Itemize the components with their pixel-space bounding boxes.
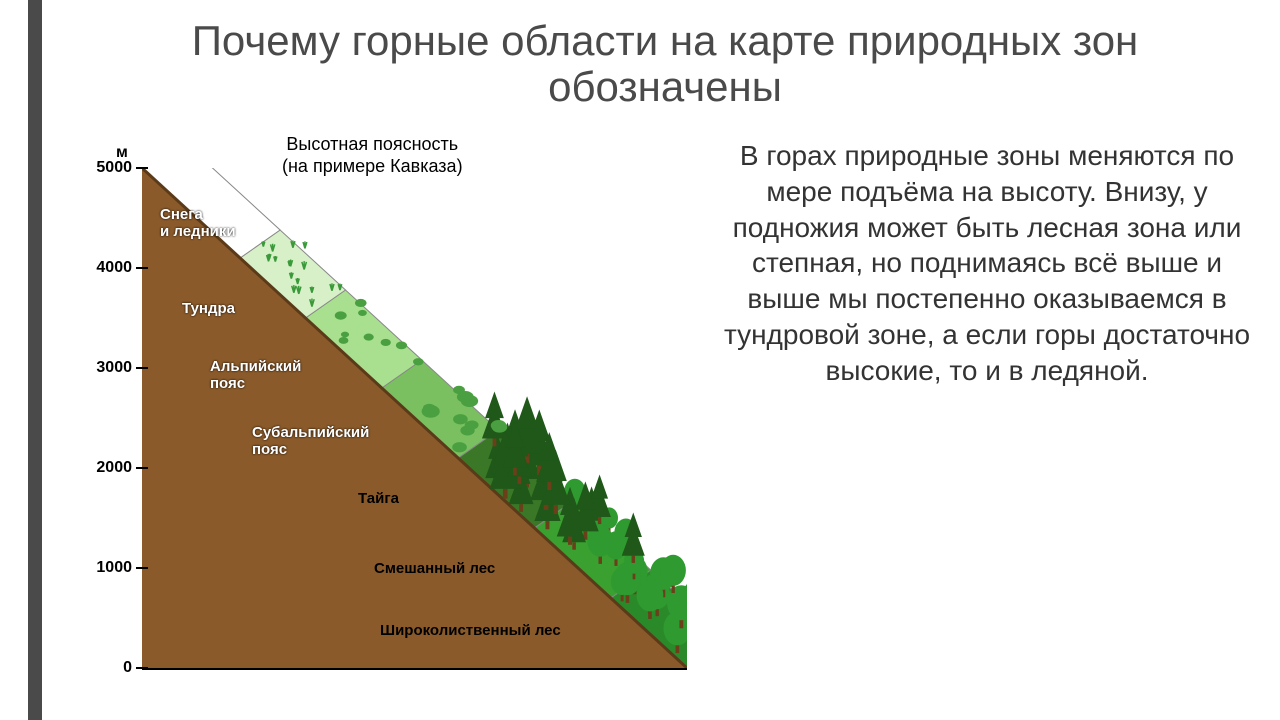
y-tick (136, 567, 148, 569)
y-tick-label: 0 (84, 659, 132, 677)
body-text: В горах природные зоны меняются по мере … (712, 138, 1262, 389)
zone-label: Альпийскийпояс (210, 358, 301, 392)
y-tick-label: 3000 (84, 359, 132, 377)
altitude-diagram: Высотная поясность (на примере Кавказа) … (62, 128, 702, 708)
mountain-svg (142, 168, 687, 668)
x-axis (142, 668, 687, 670)
page-title: Почему горные области на карте природных… (90, 18, 1240, 110)
zone-label: Субальпийскийпояс (252, 424, 369, 458)
y-tick-label: 1000 (84, 559, 132, 577)
zone-label: Тайга (358, 490, 399, 507)
y-tick-label: 2000 (84, 459, 132, 477)
y-tick (136, 367, 148, 369)
zone-label: Снегаи ледники (160, 206, 236, 240)
y-tick (136, 267, 148, 269)
accent-bar (28, 0, 42, 720)
y-tick (136, 667, 148, 669)
zone-label: Тундра (182, 300, 235, 317)
y-tick (136, 167, 148, 169)
y-tick-label: 4000 (84, 259, 132, 277)
zone-label: Широколиственный лес (380, 622, 561, 639)
zone-label: Смешанный лес (374, 560, 495, 577)
diagram-title-line1: Высотная поясность (286, 134, 458, 154)
y-tick (136, 467, 148, 469)
y-tick-label: 5000 (84, 159, 132, 177)
